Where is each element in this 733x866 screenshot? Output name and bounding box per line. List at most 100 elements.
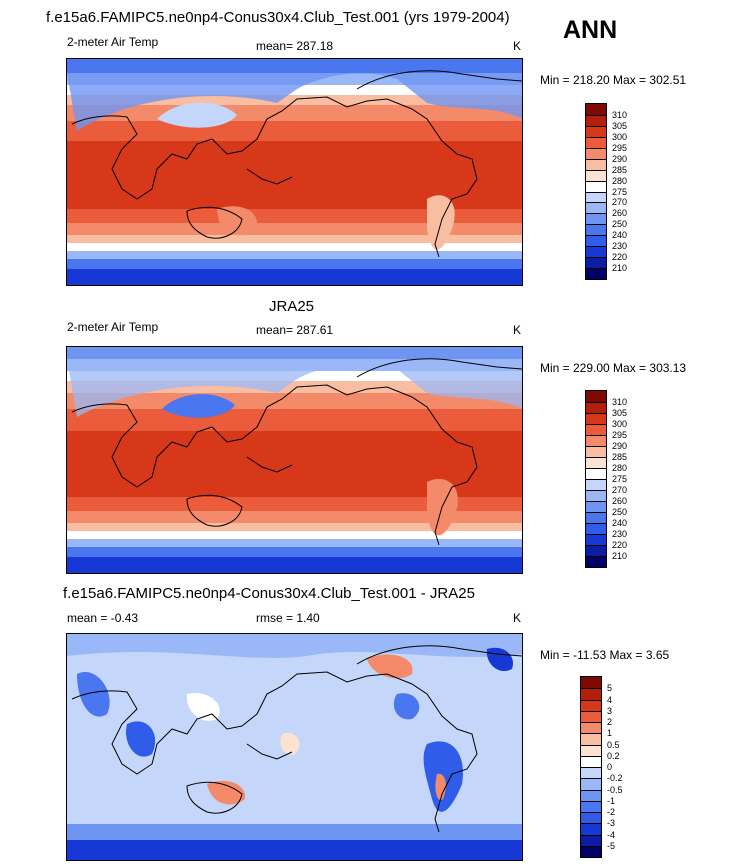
colorbar-swatch (586, 235, 606, 247)
colorbar-swatch (581, 722, 601, 734)
colorbar-tick-label: 310 (612, 109, 628, 120)
panel3-rmse-label: rmse = 1.40 (256, 611, 320, 625)
colorbar-tick-label: -5 (607, 840, 616, 851)
panel3-mean-label: mean = -0.43 (67, 611, 139, 625)
colorbar-tick-label: 305 (612, 408, 628, 418)
panel3-coastlines (71, 645, 522, 833)
panel1-units-label: K (513, 39, 522, 53)
colorbar-swatch (586, 523, 606, 534)
colorbar-swatch (586, 545, 606, 556)
colorbar-swatch (581, 823, 601, 835)
panel1-minmax: Min = 218.20 Max = 302.51 (540, 73, 687, 87)
colorbar-tick-label: 275 (612, 186, 628, 197)
panel2-mean-label: mean= 287.61 (256, 323, 334, 337)
colorbar-tick (581, 722, 601, 723)
colorbar-tick-label: 280 (612, 175, 628, 186)
colorbar-tick-label: -4 (607, 829, 616, 840)
colorbar-swatch (586, 147, 606, 159)
colorbar-swatch (581, 688, 601, 700)
colorbar-tick-label: 4 (607, 694, 613, 705)
colorbar-tick-label: 295 (612, 142, 628, 153)
colorbar-swatch (586, 246, 606, 258)
colorbar-swatch (581, 699, 601, 711)
colorbar-tick-label: -2 (607, 807, 616, 817)
colorbar-swatch (586, 136, 606, 148)
colorbar-tick (586, 402, 606, 403)
panel3-field (67, 634, 522, 860)
colorbar-swatch (581, 800, 601, 812)
colorbar-swatch (586, 104, 606, 115)
colorbar-tick-label: -0.2 (607, 773, 623, 784)
colorbar-tick (581, 823, 601, 825)
colorbar-tick (581, 744, 601, 746)
panel2-map (66, 346, 523, 574)
colorbar-tick (586, 556, 606, 557)
colorbar-swatch (586, 413, 606, 424)
colorbar-tick (586, 158, 606, 160)
colorbar-swatch (586, 202, 606, 214)
colorbar-tick (586, 435, 606, 436)
colorbar-tick-label: 260 (612, 496, 628, 506)
colorbar-swatch (586, 114, 606, 126)
colorbar-swatch (586, 490, 606, 501)
colorbar-tick-label: 290 (612, 441, 628, 451)
colorbar-swatch (586, 391, 606, 402)
colorbar-tick (586, 446, 606, 447)
colorbar-tick (581, 800, 601, 802)
colorbar-tick (586, 224, 606, 226)
colorbar-tick-label: 275 (612, 474, 628, 484)
panel1-mean-label: mean= 287.18 (256, 39, 334, 53)
colorbar-tick (586, 191, 606, 193)
colorbar-tick (586, 257, 606, 259)
colorbar-tick (586, 147, 606, 149)
season-label: ANN (563, 16, 618, 44)
colorbar-tick-label: 220 (612, 252, 628, 263)
colorbar-tick-label: 290 (612, 153, 628, 164)
colorbar-swatch (586, 435, 606, 446)
colorbar-swatch (586, 158, 606, 170)
colorbar-tick-label: 250 (612, 507, 628, 517)
colorbar-tick-label: 5 (607, 683, 613, 694)
colorbar-tick-label: 270 (612, 485, 628, 495)
panel2-subtitle: JRA25 (269, 298, 315, 315)
colorbar-tick (581, 845, 601, 847)
colorbar-tick (586, 523, 606, 524)
colorbar-swatch (586, 125, 606, 137)
colorbar-tick (586, 136, 606, 138)
colorbar-tick-label: 0.2 (607, 750, 620, 761)
colorbar-swatch (581, 789, 601, 801)
colorbar-tick-label: 1 (607, 728, 613, 739)
colorbar-swatch (586, 213, 606, 225)
colorbar-swatch (586, 468, 606, 479)
colorbar-tick (586, 479, 606, 480)
colorbar-swatch (586, 169, 606, 181)
colorbar-tick (586, 501, 606, 502)
colorbar-tick-label: 280 (612, 463, 628, 473)
colorbar-swatch (586, 556, 606, 567)
colorbar-swatch (586, 479, 606, 490)
colorbar-swatch (586, 424, 606, 435)
panel3-minmax: Min = -11.53 Max = 3.65 (540, 648, 670, 662)
colorbar-tick-label: 0.5 (607, 739, 620, 750)
panel1-colorbar: 210 220 230 240 250 260 270 275 280 285 290 295 300 3… (585, 103, 627, 280)
colorbar-tick-label: 260 (612, 208, 628, 219)
colorbar-tick-label: 240 (612, 518, 628, 528)
colorbar-tick (581, 699, 601, 701)
colorbar-tick (586, 114, 606, 116)
colorbar-swatch (586, 446, 606, 457)
colorbar-swatch (586, 457, 606, 468)
colorbar-swatch (581, 733, 601, 745)
colorbar-swatch (581, 677, 601, 689)
colorbar-swatch (586, 180, 606, 192)
colorbar-tick-label: -1 (607, 795, 616, 806)
colorbar-tick (586, 457, 606, 458)
colorbar-swatch (581, 767, 601, 779)
figure-title: f.e15a6.FAMIPC5.ne0np4-Conus30x4.Club_Te… (46, 9, 510, 26)
panel2-field (67, 347, 522, 573)
colorbar-tick-label: 295 (612, 430, 628, 440)
colorbar-tick (586, 413, 606, 414)
colorbar-tick (586, 235, 606, 237)
panel2-units-label: K (513, 323, 522, 337)
colorbar-tick (586, 490, 606, 491)
colorbar-tick (586, 268, 606, 270)
